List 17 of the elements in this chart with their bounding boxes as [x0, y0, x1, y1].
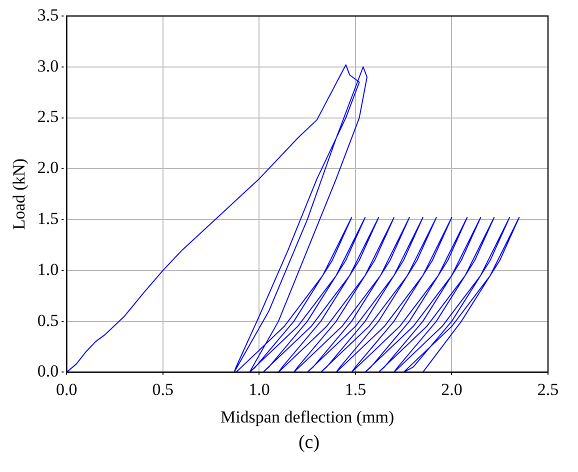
y-tick-label: 0.5 — [37, 310, 59, 330]
y-tick-label: 3.0 — [37, 56, 59, 76]
text: (c) — [297, 432, 321, 454]
x-tick-label: 2.0 — [441, 380, 462, 399]
y-tick-label: 2.0 — [37, 158, 59, 178]
y-tick-label: 1.0 — [37, 260, 59, 279]
y-tick-label: 3.5 — [37, 5, 59, 24]
y-tick-label: 0.0 — [37, 362, 59, 381]
x-tick-label: 1.5 — [344, 380, 366, 399]
x-axis-title: Midspan deflection (mm) — [220, 407, 394, 426]
x-tick-label: 2.5 — [537, 380, 559, 399]
y-axis-title: Load (kN) — [10, 158, 29, 230]
x-tick-label: 1.0 — [248, 380, 270, 399]
y-tick-label: 2.5 — [37, 107, 59, 126]
y-tick-label: 1.5 — [37, 209, 59, 228]
x-tick-label: 0.0 — [56, 380, 78, 399]
x-tick-label: 0.5 — [152, 380, 174, 399]
